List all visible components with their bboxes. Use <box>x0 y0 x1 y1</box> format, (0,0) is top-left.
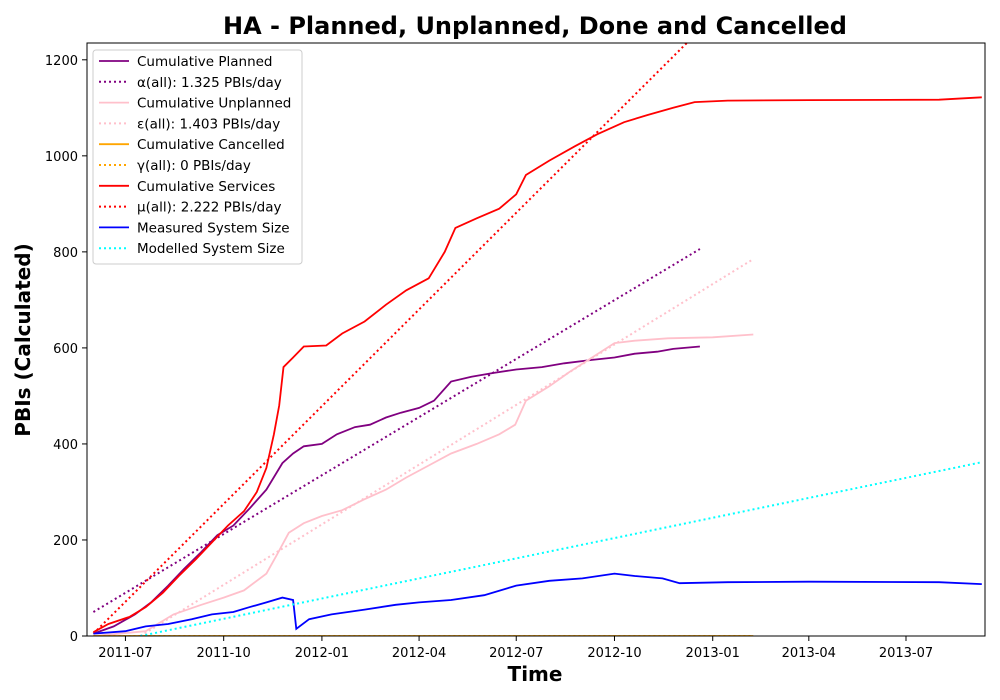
legend-frame <box>92 49 303 265</box>
x-tick-label: 2012-01 <box>295 646 349 661</box>
series-line-2 <box>92 248 701 613</box>
legend-entry-9: Measured System Size <box>137 220 290 236</box>
x-axis-label: Time <box>508 662 563 686</box>
legend-entry-6: γ(all): 0 PBIs/day <box>137 158 251 174</box>
y-tick-label: 400 <box>53 438 78 453</box>
y-tick-label: 0 <box>70 630 78 645</box>
y-tick-label: 1000 <box>45 150 78 165</box>
chart-title: HA - Planned, Unplanned, Done and Cancel… <box>223 12 847 40</box>
legend-entry-5: Cumulative Cancelled <box>137 137 285 153</box>
x-tick-label: 2012-07 <box>489 646 543 661</box>
y-tick-label: 800 <box>53 246 78 261</box>
x-tick-label: 2013-07 <box>879 646 933 661</box>
legend-entry-8: μ(all): 2.222 PBIs/day <box>137 200 281 216</box>
x-tick-label: 2011-07 <box>98 646 152 661</box>
legend-entry-1: Cumulative Planned <box>137 54 273 70</box>
series-line-1 <box>93 345 700 635</box>
series-line-4 <box>139 258 754 636</box>
legend-entry-3: Cumulative Unplanned <box>137 96 291 112</box>
x-tick-label: 2012-10 <box>587 646 641 661</box>
x-tick-label: 2013-01 <box>686 646 740 661</box>
series-line-8 <box>92 43 689 635</box>
x-tick-label: 2011-10 <box>197 646 251 661</box>
series-line-7 <box>92 96 982 633</box>
series-line-3 <box>93 333 754 636</box>
legend-entry-7: Cumulative Services <box>137 179 275 195</box>
y-axis-label: PBIs (Calculated) <box>11 243 35 436</box>
series-line-9 <box>93 572 982 635</box>
legend: Cumulative Planned α(all): 1.325 PBIs/day… <box>92 49 303 265</box>
x-tick-label: 2013-04 <box>782 646 836 661</box>
legend-entry-4: ε(all): 1.403 PBIs/day <box>137 116 280 132</box>
legend-entry-10: Modelled System Size <box>137 241 285 257</box>
series-line-10 <box>140 461 983 636</box>
y-tick-label: 200 <box>53 534 78 549</box>
plot-frame <box>86 42 986 637</box>
y-tick-label: 600 <box>53 342 78 357</box>
legend-entry-2: α(all): 1.325 PBIs/day <box>137 75 282 91</box>
y-tick-label: 1200 <box>45 54 78 69</box>
x-tick-label: 2012-04 <box>392 646 446 661</box>
